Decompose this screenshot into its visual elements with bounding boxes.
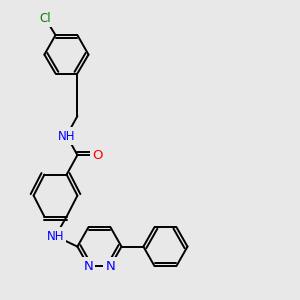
- Text: N: N: [84, 260, 93, 273]
- Text: Cl: Cl: [39, 11, 51, 25]
- Text: NH: NH: [58, 130, 75, 143]
- Text: Cl: Cl: [39, 11, 51, 25]
- Text: NH: NH: [47, 230, 64, 243]
- Text: NH: NH: [58, 129, 75, 142]
- Text: O: O: [93, 148, 102, 162]
- Text: N: N: [106, 260, 115, 273]
- Text: N: N: [106, 260, 115, 273]
- Text: O: O: [92, 148, 103, 162]
- Text: N: N: [84, 260, 93, 273]
- Text: NH: NH: [47, 230, 64, 243]
